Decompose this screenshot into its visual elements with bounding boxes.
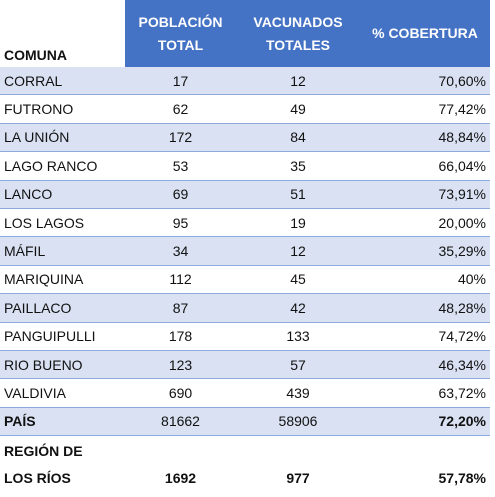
column-header: COMUNA [0, 0, 125, 67]
table-row: LOS LAGOS 95 19 20,00% [0, 208, 490, 238]
table-row: PAÍS 81662 58906 72,20% [0, 407, 490, 437]
row-label: REGIÓN DE LOS RÍOS [0, 435, 125, 497]
cell: 77,42% [360, 94, 490, 124]
cell: 74,72% [360, 322, 490, 351]
cell: 178 [125, 322, 236, 351]
row-label: CORRAL [0, 67, 125, 96]
row-label: MÁFIL [0, 236, 125, 266]
table-body: CORRAL 17 12 70,60% FUTRONO 62 49 77,42% LA UNIÓ… [0, 67, 490, 497]
cell: 123 [125, 350, 236, 380]
cell: 439 [236, 378, 360, 408]
cell: 48,84% [360, 123, 490, 153]
cell: 45 [236, 265, 360, 295]
table-row: LAGO RANCO 53 35 66,04% [0, 151, 490, 181]
cell: 20,00% [360, 208, 490, 238]
row-label: PAILLACO [0, 293, 125, 323]
cell: 73,91% [360, 180, 490, 209]
cell: 72,20% [360, 407, 490, 437]
cell: 58906 [236, 407, 360, 437]
cell: 12 [236, 67, 360, 96]
cell: 40% [360, 265, 490, 295]
cell: 112 [125, 265, 236, 295]
column-header: % COBERTURA [360, 0, 490, 67]
cell: 12 [236, 236, 360, 266]
table-row: VALDIVIA 690 439 63,72% [0, 378, 490, 408]
cell: 19 [236, 208, 360, 238]
cell: 42 [236, 293, 360, 323]
row-label: LOS LAGOS [0, 208, 125, 238]
column-header: VACUNADOS TOTALES [236, 0, 360, 67]
table-row: MÁFIL 34 12 35,29% [0, 236, 490, 266]
cell: 63,72% [360, 378, 490, 408]
cell: 49 [236, 94, 360, 124]
cell: 690 [125, 378, 236, 408]
table-row: REGIÓN DE LOS RÍOS 1692 977 57,78% [0, 435, 490, 497]
header-row: COMUNA POBLACIÓN TOTAL VACUNADOS TOTALES% … [0, 0, 490, 67]
row-label: VALDIVIA [0, 378, 125, 408]
cell: 84 [236, 123, 360, 153]
cell: 69 [125, 180, 236, 209]
row-label: FUTRONO [0, 94, 125, 124]
table-row: RIO BUENO 123 57 46,34% [0, 350, 490, 380]
cell: 17 [125, 67, 236, 96]
cell: 35 [236, 151, 360, 181]
row-label: MARIQUINA [0, 265, 125, 295]
page: {"table": { "header": ["COMUNA", "POBLAC… [0, 0, 490, 487]
row-label: LANCO [0, 180, 125, 209]
cell: 62 [125, 94, 236, 124]
cell: 95 [125, 208, 236, 238]
cell: 57 [236, 350, 360, 380]
cell: 133 [236, 322, 360, 351]
cell: 35,29% [360, 236, 490, 266]
cell: 172 [125, 123, 236, 153]
table-row: LANCO 69 51 73,91% [0, 180, 490, 209]
cell: 51 [236, 180, 360, 209]
table-row: FUTRONO 62 49 77,42% [0, 94, 490, 124]
cell: 1692 [125, 435, 236, 497]
cell: 81662 [125, 407, 236, 437]
cell: 34 [125, 236, 236, 266]
table-row: PAILLACO 87 42 48,28% [0, 293, 490, 323]
column-header: POBLACIÓN TOTAL [125, 0, 236, 67]
row-label: PAÍS [0, 407, 125, 437]
row-label: LA UNIÓN [0, 123, 125, 153]
cell: 66,04% [360, 151, 490, 181]
cell: 48,28% [360, 293, 490, 323]
row-label: RIO BUENO [0, 350, 125, 380]
cell: 46,34% [360, 350, 490, 380]
cell: 53 [125, 151, 236, 181]
cell: 87 [125, 293, 236, 323]
table-row: CORRAL 17 12 70,60% [0, 67, 490, 96]
table-row: PANGUIPULLI 178 133 74,72% [0, 322, 490, 351]
table-row: LA UNIÓN 172 84 48,84% [0, 123, 490, 153]
row-label: PANGUIPULLI [0, 322, 125, 351]
table-row: MARIQUINA 112 45 40% [0, 265, 490, 295]
row-label: LAGO RANCO [0, 151, 125, 181]
cell: 977 [236, 435, 360, 497]
cell: 70,60% [360, 67, 490, 96]
cell: 57,78% [360, 435, 490, 497]
